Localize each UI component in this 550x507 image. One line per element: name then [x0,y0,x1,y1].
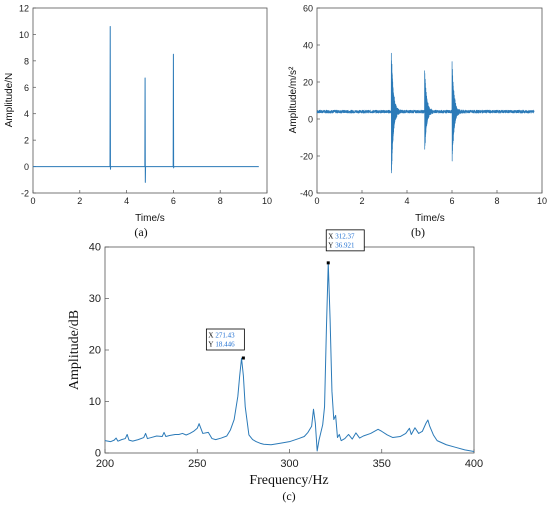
datatip-marker[interactable] [241,356,245,360]
x-tick-label-b: 8 [494,196,499,206]
x-tick-label-b: 2 [359,196,364,206]
datatip-x-value: 312.37 [335,232,355,240]
plot-frame-b [316,7,543,194]
x-tick-label-c: 400 [465,458,483,470]
y-tick-label-c: 30 [89,293,101,305]
datatip-x-key: X [328,232,333,240]
datatip-y-value: 18.446 [215,341,235,349]
x-tick-label-a: 10 [262,196,272,206]
x-tick-label-a: 6 [171,196,176,206]
datatip-box[interactable] [325,229,365,252]
plot-frame-a [32,7,268,194]
datatip-y-value: 36.921 [335,241,355,249]
y-axis-label-a: Amplitude/N [4,73,15,127]
x-axis-label-a: Time/s [135,213,165,224]
x-tick-label-a: 8 [218,196,223,206]
x-tick-label-c: 250 [188,458,206,470]
y-axis-label-c: Amplitude/dB [67,310,82,390]
y-tick-label-a: 4 [24,109,29,119]
y-tick-label-b: 60 [303,4,313,14]
y-tick-label-a: 10 [19,30,29,40]
datatip-x-value: 271.43 [215,332,235,340]
x-tick-label-b: 10 [537,196,547,206]
y-tick-label-c: 40 [89,242,101,254]
plot-frame-c [104,246,475,454]
y-tick-label-c: 0 [95,448,101,460]
x-tick-label-b: 4 [404,196,409,206]
force-series-line [33,26,259,183]
x-tick-label-c: 300 [280,458,298,470]
y-axis-label-b: Amplitude/m/s² [288,66,299,133]
chart-panel-b: 0 2 4 6 8 10 -40 -20 0 20 40 60 Time/s Amplitude/m/… [288,4,547,240]
panel-label-a: (a) [134,225,147,239]
y-tick-label-b: -20 [300,152,313,162]
y-tick-label-c: 20 [89,345,101,357]
x-axis-label-b: Time/s [415,213,445,224]
datatip-box[interactable] [205,328,245,351]
y-tick-label-a: 2 [24,136,29,146]
panel-label-b: (b) [411,225,425,239]
x-tick-label-a: 0 [30,196,35,206]
y-tick-label-b: -40 [300,189,313,199]
y-tick-label-b: 40 [303,41,313,51]
y-tick-label-a: -2 [21,189,29,199]
datatip-x-key: X [208,332,213,340]
x-tick-label-a: 4 [124,196,129,206]
x-tick-label-b: 6 [449,196,454,206]
x-axis-label-c: Frequency/Hz [249,473,328,488]
spectrum-series-line [104,262,475,452]
acceleration-series-line [316,52,535,174]
x-tick-label-a: 2 [77,196,82,206]
datatip-y-key: Y [328,241,333,249]
y-tick-label-a: 12 [19,4,29,14]
y-tick-label-a: 0 [24,162,29,172]
y-tick-label-b: 0 [308,115,313,125]
panel-label-c: (c) [282,489,295,503]
datatip-y-key: Y [208,341,213,349]
y-tick-label-a: 6 [24,83,29,93]
x-tick-label-c: 200 [96,458,114,470]
x-tick-label-c: 350 [373,458,391,470]
x-tick-label-b: 0 [314,196,319,206]
y-tick-label-b: 20 [303,78,313,88]
y-tick-label-a: 8 [24,56,29,66]
y-tick-label-c: 10 [89,396,101,408]
datatip-marker[interactable] [326,261,330,265]
